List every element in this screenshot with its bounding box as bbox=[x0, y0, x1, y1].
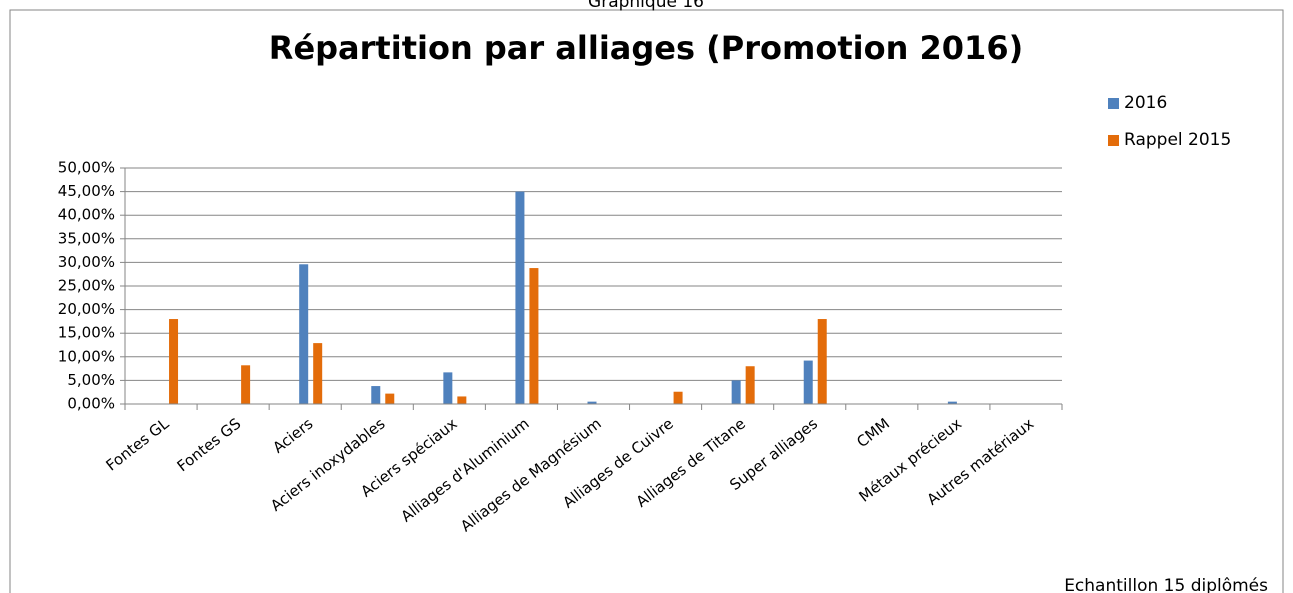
caption: Graphique 16 bbox=[588, 0, 704, 12]
y-tick-label: 35,00% bbox=[58, 229, 115, 247]
bar bbox=[745, 366, 755, 404]
bar bbox=[371, 386, 381, 404]
bar bbox=[803, 360, 813, 404]
bar bbox=[385, 393, 395, 404]
y-tick-label: 10,00% bbox=[58, 347, 115, 365]
bar bbox=[673, 391, 683, 404]
legend-swatch bbox=[1108, 98, 1119, 109]
bar bbox=[299, 264, 309, 404]
y-tick-label: 5,00% bbox=[67, 371, 115, 389]
y-tick-label: 50,00% bbox=[58, 159, 115, 177]
bar bbox=[457, 396, 467, 404]
chart-frame bbox=[9, 9, 1284, 593]
y-tick-label: 25,00% bbox=[58, 277, 115, 295]
bar bbox=[515, 191, 525, 404]
bar bbox=[947, 401, 957, 404]
bar bbox=[731, 380, 741, 404]
bar bbox=[169, 319, 179, 404]
legend-swatch bbox=[1108, 135, 1119, 146]
y-tick-label: 20,00% bbox=[58, 300, 115, 318]
y-tick-label: 15,00% bbox=[58, 324, 115, 342]
y-tick-label: 0,00% bbox=[67, 395, 115, 413]
chart-title: Répartition par alliages (Promotion 2016… bbox=[269, 29, 1023, 67]
bar bbox=[529, 268, 539, 404]
annotation: Echantillon 15 diplômés bbox=[1064, 576, 1268, 593]
bar bbox=[587, 401, 597, 404]
legend-label: 2016 bbox=[1124, 93, 1167, 113]
bar bbox=[443, 372, 453, 404]
y-tick-label: 30,00% bbox=[58, 253, 115, 271]
bar bbox=[241, 365, 251, 404]
bar bbox=[313, 343, 323, 404]
legend-label: Rappel 2015 bbox=[1124, 130, 1231, 150]
y-tick-label: 45,00% bbox=[58, 182, 115, 200]
bar bbox=[817, 319, 827, 404]
y-tick-label: 40,00% bbox=[58, 206, 115, 224]
